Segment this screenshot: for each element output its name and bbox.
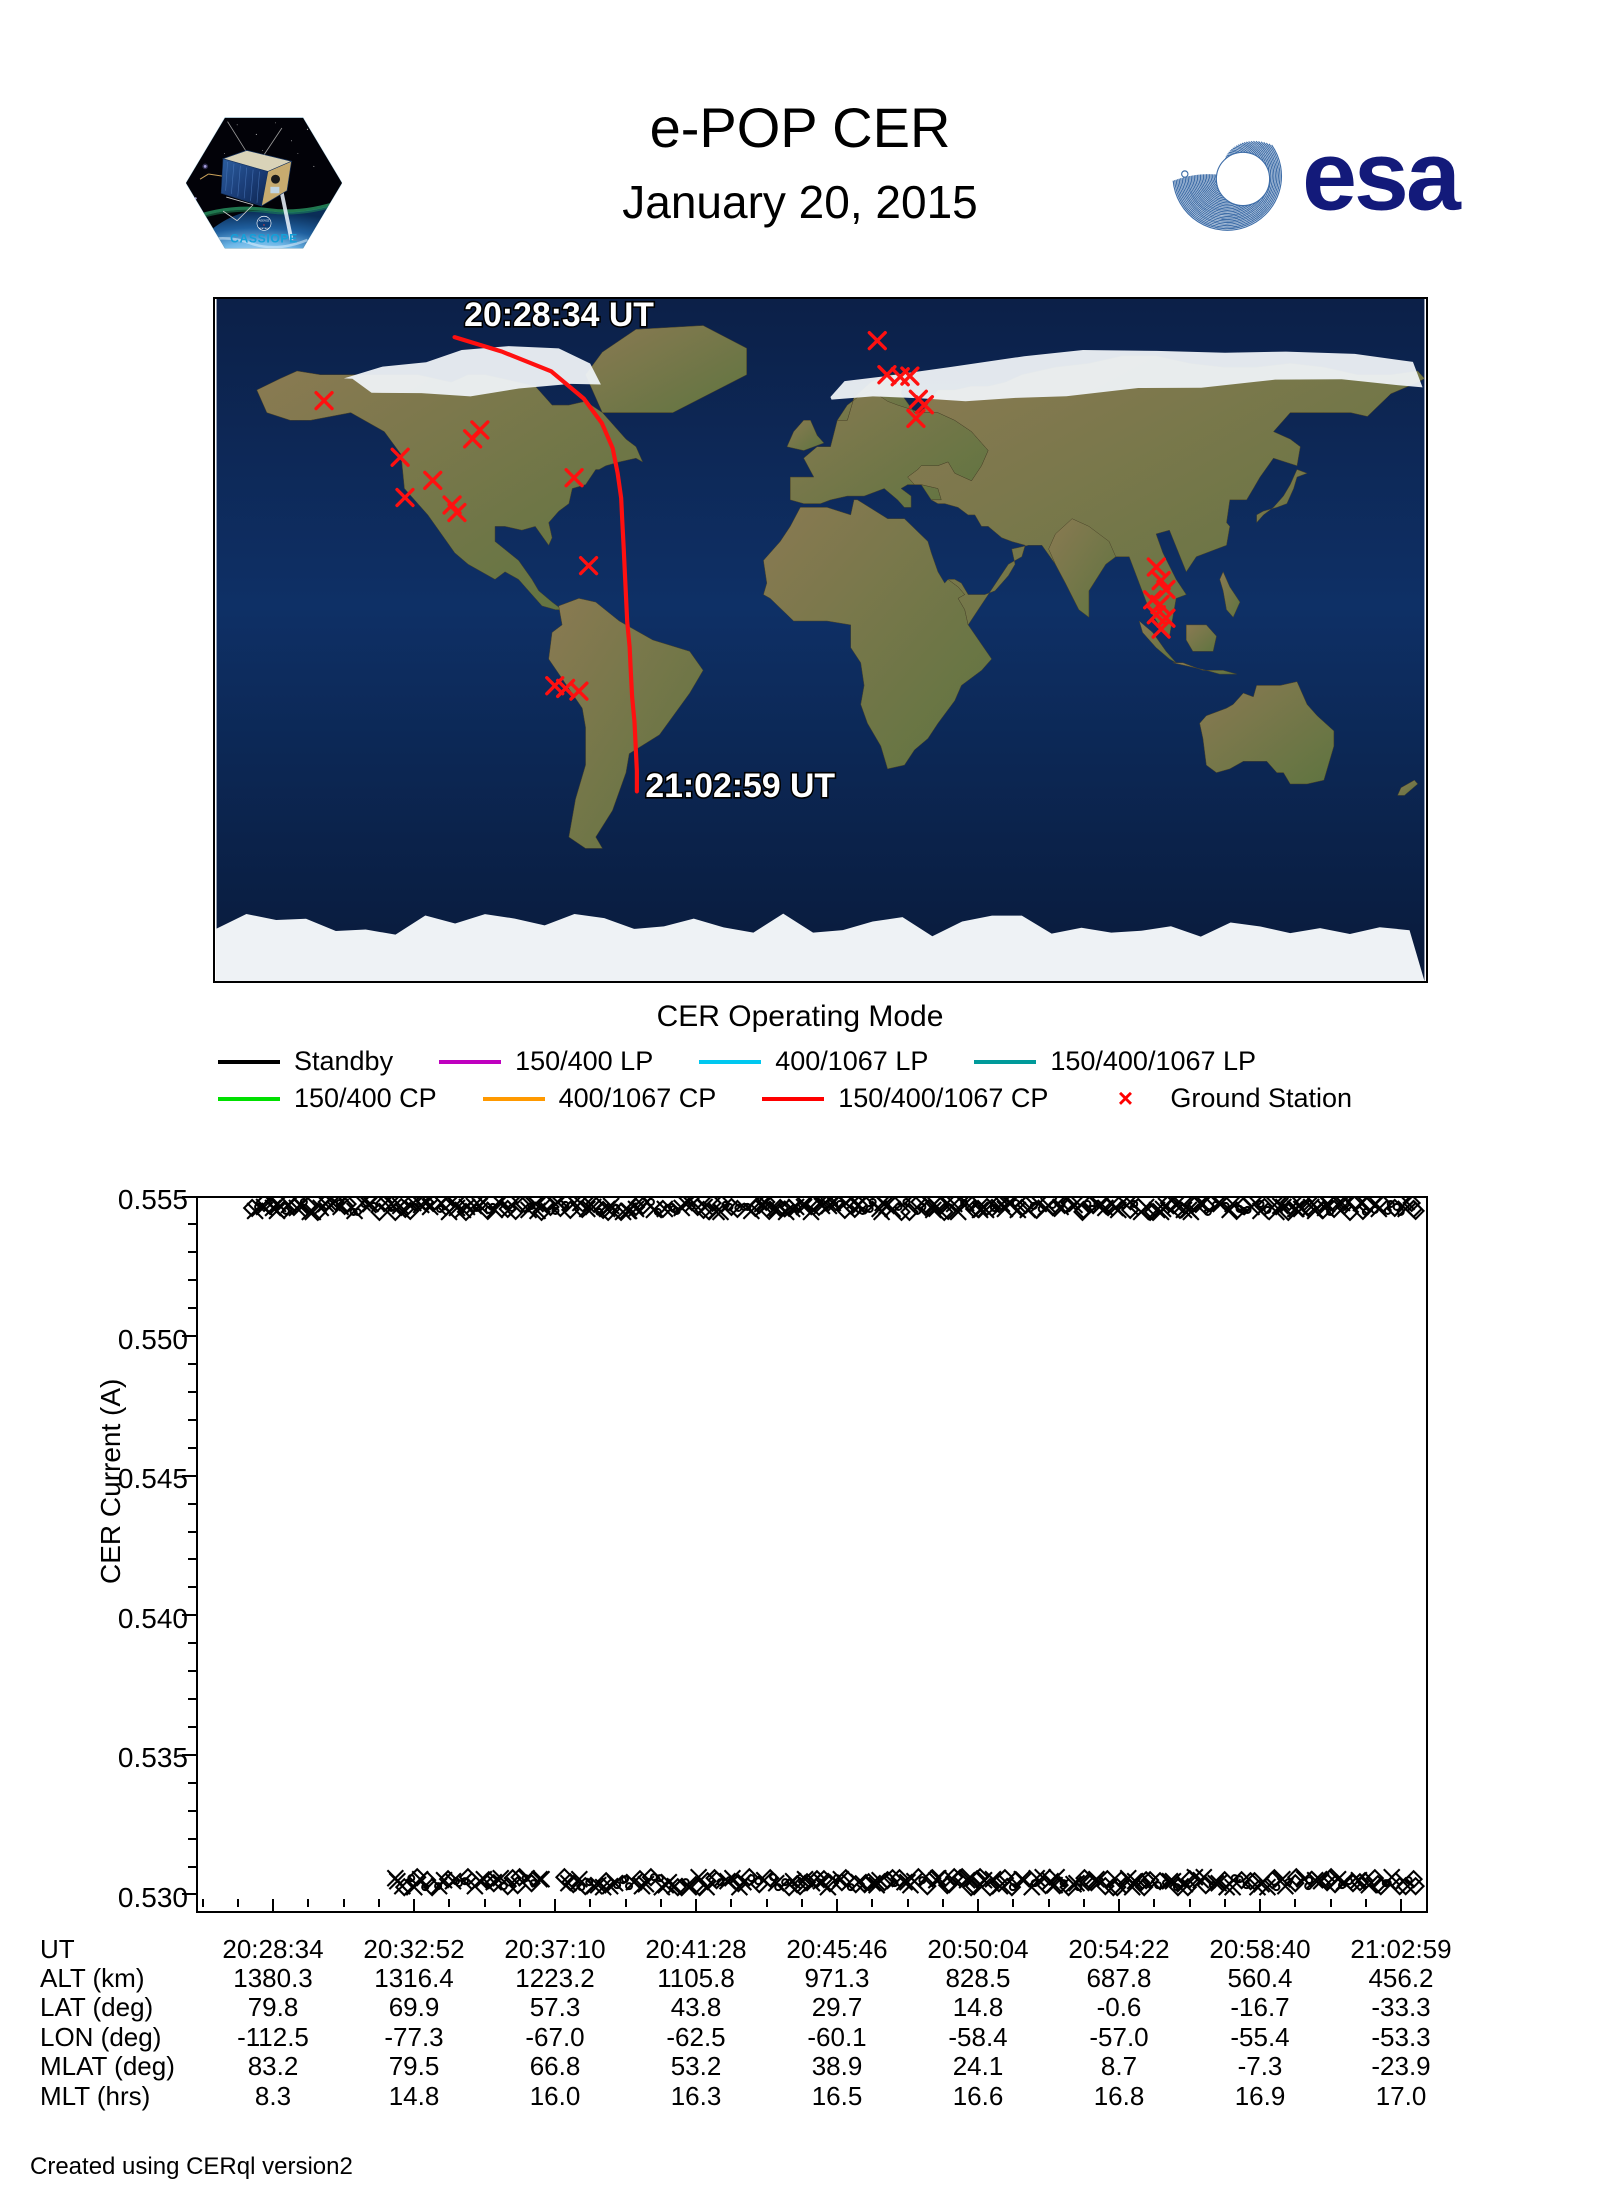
svg-text:21:02:59 UT: 21:02:59 UT	[645, 767, 835, 805]
svg-text:SPATIALE: SPATIALE	[259, 227, 269, 230]
svg-text:esa: esa	[1302, 121, 1462, 231]
svg-text:CASSIOPE: CASSIOPE	[230, 231, 298, 245]
svg-text:★: ★	[263, 223, 266, 227]
svg-text:20:28:34 UT: 20:28:34 UT	[464, 299, 654, 334]
svg-text:AGENCE: AGENCE	[259, 218, 270, 222]
